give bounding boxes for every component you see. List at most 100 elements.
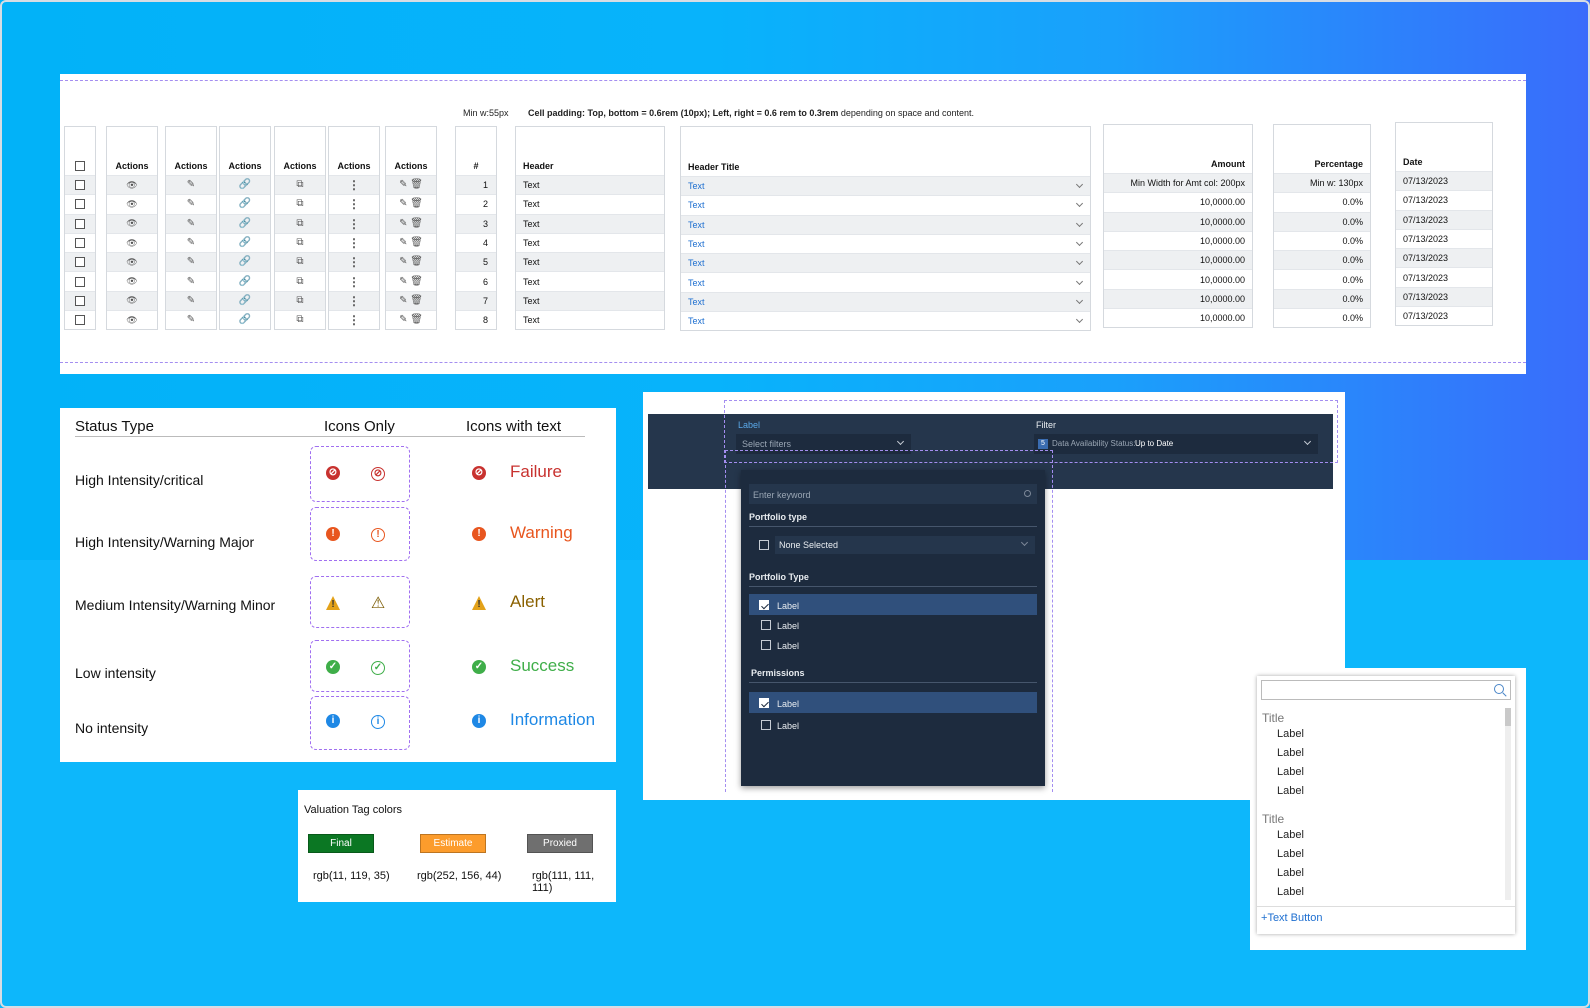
external-link-icon[interactable]: ⧉ [296,275,304,287]
cell-link[interactable]: Text [688,277,705,288]
paperclip-icon[interactable]: 🔗 [238,217,252,229]
table-cell: Text [681,195,1090,214]
paperclip-icon[interactable]: 🔗 [238,294,252,306]
external-link-icon[interactable]: ⧉ [296,256,304,268]
list-item[interactable]: Label [1277,785,1304,797]
paperclip-icon[interactable]: 🔗 [238,198,252,210]
cell-link[interactable]: Text [688,181,705,192]
list-item[interactable]: Label [1277,747,1304,759]
eye-icon[interactable]: 👁 [126,276,138,287]
checkbox[interactable] [761,620,771,630]
cell-link[interactable]: Text [688,296,705,307]
paperclip-icon[interactable]: 🔗 [238,179,252,191]
kebab-menu-icon[interactable]: ⋮ [348,274,360,289]
checkbox[interactable] [761,720,771,730]
filter-status-dropdown[interactable]: 5 Data Availability Status: Up to Date [1034,434,1318,454]
pencil-icon[interactable]: ✎ [186,237,196,249]
eye-icon[interactable]: 👁 [126,179,138,190]
cell-link[interactable]: Text [688,200,705,211]
list-item[interactable]: Label [1277,848,1304,860]
chevron-down-icon[interactable] [1075,316,1084,324]
kebab-menu-icon[interactable]: ⋮ [348,216,360,231]
pencil-icon[interactable]: ✎ [186,217,196,229]
row-checkbox[interactable] [75,180,85,191]
external-link-icon[interactable]: ⧉ [296,294,304,306]
chevron-down-icon[interactable] [1075,296,1084,304]
eye-icon[interactable]: 👁 [126,218,138,229]
list-search-input[interactable] [1261,680,1511,700]
none-selected-checkbox[interactable] [759,540,769,550]
external-link-icon[interactable]: ⧉ [296,179,304,191]
kebab-menu-icon[interactable]: ⋮ [348,293,360,308]
cell-link[interactable]: Text [688,219,705,230]
external-link-icon[interactable]: ⧉ [296,198,304,210]
eye-icon[interactable]: 👁 [126,295,138,306]
chevron-down-icon[interactable] [1075,238,1084,247]
scrollbar-track[interactable] [1505,708,1511,900]
none-selected-dropdown[interactable]: None Selected [775,536,1035,554]
chevron-down-icon[interactable] [1075,181,1084,189]
pencil-trash-icons[interactable]: ✎ 🗑 [399,179,423,191]
paperclip-icon[interactable]: 🔗 [238,314,252,326]
pencil-icon[interactable]: ✎ [186,275,196,287]
kebab-menu-icon[interactable]: ⋮ [348,197,360,212]
cell-link[interactable]: Text [688,258,705,269]
external-link-icon[interactable]: ⧉ [296,314,304,326]
select-all-checkbox[interactable] [75,161,85,171]
text-button[interactable]: +Text Button [1261,912,1323,924]
pencil-icon[interactable]: ✎ [186,198,196,210]
pencil-icon[interactable]: ✎ [186,179,196,191]
chevron-down-icon[interactable] [1075,219,1084,227]
paperclip-icon[interactable]: 🔗 [238,256,252,268]
select-filters-dropdown[interactable]: Select filters [736,434,911,454]
kebab-menu-icon[interactable]: ⋮ [348,178,360,193]
row-checkbox[interactable] [75,295,85,306]
keyword-search-input[interactable]: Enter keyword [749,484,1037,504]
list-item[interactable]: Label [1277,829,1304,841]
list-item[interactable]: Label [1277,766,1304,778]
external-link-icon[interactable]: ⧉ [296,237,304,249]
eye-icon[interactable]: 👁 [126,237,138,248]
pencil-trash-icons[interactable]: ✎ 🗑 [399,217,423,229]
pencil-icon[interactable]: ✎ [186,256,196,268]
row-checkbox[interactable] [75,276,85,287]
pencil-trash-icons[interactable]: ✎ 🗑 [399,256,423,268]
kebab-menu-icon[interactable]: ⋮ [348,236,360,251]
pencil-trash-icons[interactable]: ✎ 🗑 [399,275,423,287]
kebab-menu-icon[interactable]: ⋮ [348,313,360,328]
row-checkbox[interactable] [75,218,85,229]
pencil-trash-icons[interactable]: ✎ 🗑 [399,314,423,326]
pencil-trash-icons[interactable]: ✎ 🗑 [399,198,423,210]
eye-icon[interactable]: 👁 [126,314,138,325]
paperclip-icon[interactable]: 🔗 [238,237,252,249]
table-cell: Text [681,291,1090,312]
pencil-icon[interactable]: ✎ [186,294,196,306]
row-checkbox[interactable] [75,257,85,268]
kebab-menu-icon[interactable]: ⋮ [348,255,360,270]
pencil-trash-icons[interactable]: ✎ 🗑 [399,294,423,306]
list-item[interactable]: Label [1277,867,1304,879]
cell-link[interactable]: Text [688,316,705,327]
tag-final: Final [308,834,374,853]
eye-icon[interactable]: 👁 [126,198,138,209]
chevron-down-icon[interactable] [1075,258,1084,266]
external-link-icon[interactable]: ⧉ [296,217,304,229]
eye-icon[interactable]: 👁 [126,256,138,267]
checkbox[interactable] [761,640,771,650]
scrollbar-thumb[interactable] [1505,708,1511,726]
paperclip-icon[interactable]: 🔗 [238,275,252,287]
row-checkbox[interactable] [75,199,85,210]
pencil-trash-icons[interactable]: ✎ 🗑 [399,237,423,249]
chevron-down-icon[interactable] [1075,277,1084,285]
list-item-selected[interactable] [749,594,1037,615]
row-checkbox[interactable] [75,315,85,326]
cell-link[interactable]: Text [688,239,705,250]
chevron-down-icon[interactable] [1075,200,1084,208]
list-item-selected[interactable] [749,692,1037,713]
list-item[interactable]: Label [1277,886,1304,898]
pencil-icon[interactable]: ✎ [186,314,196,326]
checkbox-checked[interactable] [759,600,769,610]
row-checkbox[interactable] [75,238,85,249]
checkbox-checked[interactable] [759,698,769,708]
list-item[interactable]: Label [1277,728,1304,740]
